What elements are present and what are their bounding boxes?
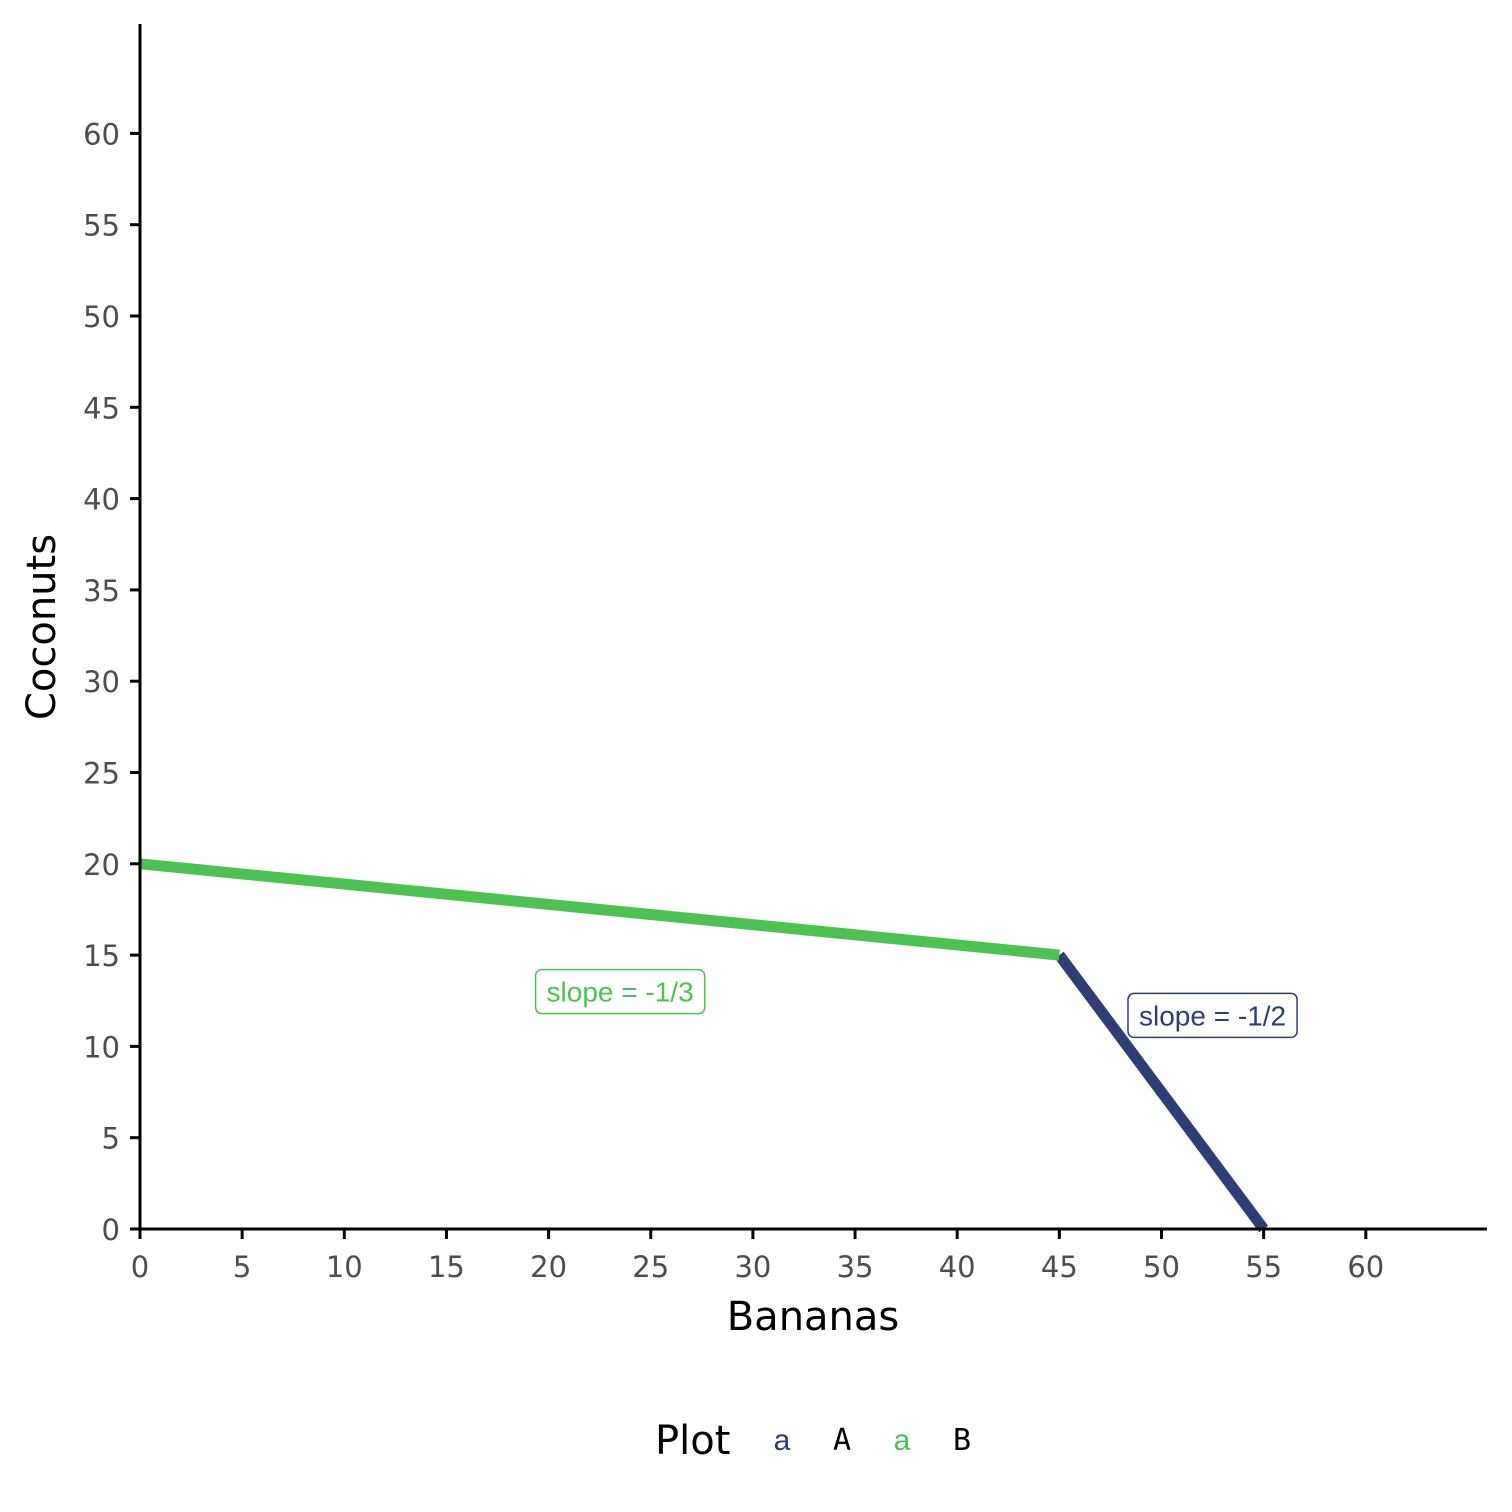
series-line-a (1054, 951, 1269, 1233)
annotation-box (1127, 992, 1298, 1039)
annotation-layer: slope = -1/3 slope = -1/2 (534, 968, 1298, 1039)
x-tick-label-35: 35 (837, 1250, 874, 1284)
y-tick-label-40: 40 (83, 483, 120, 517)
axis-layer: 0 5 10 15 20 25 30 35 40 45 50 55 60 0 5 10 15 20 25 30 35 40… (83, 24, 1487, 1284)
x-tick-label-5: 5 (233, 1250, 251, 1284)
annotation-text: slope = -1/2 (1139, 1000, 1286, 1031)
y-tick-label-60: 60 (83, 117, 120, 151)
legend-label-b: B (953, 1423, 971, 1458)
y-tick-label-20: 20 (83, 848, 120, 882)
x-tick-label-55: 55 (1245, 1250, 1282, 1284)
x-tick-label-50: 50 (1143, 1250, 1180, 1284)
x-tick-label-15: 15 (428, 1250, 465, 1284)
y-tick-label-25: 25 (83, 757, 120, 791)
slope-annotation-2: slope = -1/2 (1127, 992, 1298, 1039)
legend-key-b: a (894, 1424, 911, 1457)
legend-title: Plot (655, 1418, 730, 1464)
y-tick-label-30: 30 (83, 665, 120, 699)
x-tick-label-30: 30 (734, 1250, 771, 1284)
legend: Plot a A a B (655, 1418, 971, 1464)
annotation-text: slope = -1/3 (547, 977, 694, 1008)
x-axis-title: Bananas (727, 1294, 900, 1340)
x-tick-label-0: 0 (131, 1250, 149, 1284)
x-tick-label-45: 45 (1041, 1250, 1078, 1284)
legend-key-a: a (774, 1424, 791, 1457)
series-line-b (139, 858, 1060, 961)
legend-label-a: A (833, 1423, 851, 1458)
annotation-box (534, 968, 706, 1015)
x-tick-label-10: 10 (326, 1250, 363, 1284)
x-tick-label-60: 60 (1347, 1250, 1384, 1284)
y-tick-label-35: 35 (83, 574, 120, 608)
y-tick-label-5: 5 (102, 1122, 120, 1156)
y-tick-label-55: 55 (83, 209, 120, 243)
y-tick-label-10: 10 (83, 1030, 120, 1064)
x-tick-label-20: 20 (530, 1250, 567, 1284)
y-tick-label-50: 50 (83, 300, 120, 334)
y-tick-label-0: 0 (102, 1213, 120, 1247)
y-axis-title: Coconuts (19, 534, 65, 720)
x-tick-label-25: 25 (632, 1250, 669, 1284)
x-tick-label-40: 40 (939, 1250, 976, 1284)
y-tick-label-15: 15 (83, 939, 120, 973)
slope-annotation-1: slope = -1/3 (534, 968, 706, 1015)
y-tick-label-45: 45 (83, 391, 120, 425)
series-layer (139, 858, 1269, 1233)
